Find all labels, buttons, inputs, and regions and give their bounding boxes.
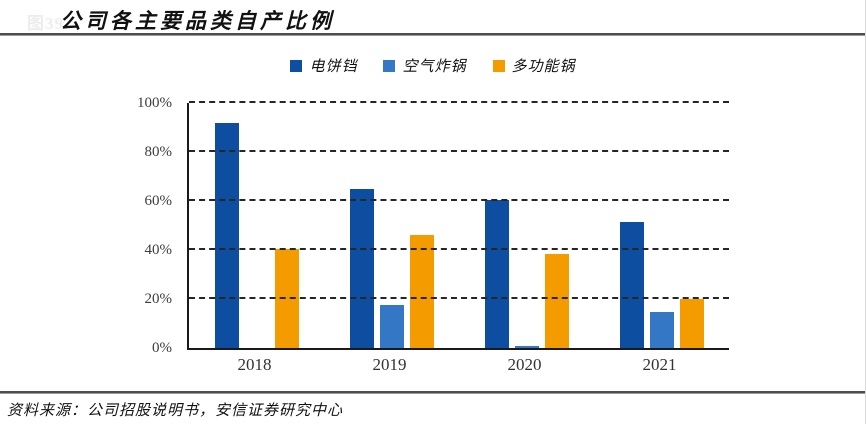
x-tick-label: 2021 — [642, 355, 677, 374]
x-tick-label: 2018 — [237, 355, 272, 374]
legend-item-1: 电饼铛 — [290, 55, 357, 76]
legend-item-3: 多功能锅 — [492, 55, 576, 76]
source-divider — [0, 391, 865, 394]
gridline — [189, 297, 729, 299]
gridline — [189, 199, 729, 201]
x-axis: 2018 2019 2020 2021 — [187, 355, 727, 375]
bar-series2-2019 — [379, 305, 404, 348]
chart-legend: 电饼铛 空气炸锅 多功能锅 — [0, 55, 865, 76]
page-title: 公司各主要品类自产比例 — [60, 9, 335, 33]
y-tick-label: 0% — [152, 340, 172, 356]
legend-swatch-icon — [290, 59, 303, 72]
y-tick-label: 100% — [137, 95, 172, 111]
source-text: 资料来源：公司招股说明书，安信证券研究中心 — [7, 403, 344, 419]
figure-number-label: 图39. — [27, 14, 70, 33]
bar-series1-2019 — [349, 188, 374, 348]
legend-swatch-icon — [492, 59, 505, 72]
bar-series2-2021 — [649, 312, 674, 348]
bar-group-2019 — [324, 103, 459, 348]
bar-series1-2018 — [214, 122, 239, 348]
y-tick-label: 80% — [144, 144, 173, 160]
y-axis: 0% 20% 40% 60% 80% 100% — [100, 95, 173, 356]
bar-series3-2020 — [544, 253, 569, 348]
legend-label: 多功能锅 — [511, 59, 576, 75]
legend-label: 电饼铛 — [309, 59, 358, 75]
gridline — [189, 248, 729, 250]
bar-group-2020 — [459, 103, 594, 348]
plot-area — [187, 101, 729, 350]
bar-series2-2020 — [514, 345, 539, 348]
y-tick-label: 40% — [144, 242, 173, 258]
title-divider — [0, 33, 865, 36]
legend-item-2: 空气炸锅 — [383, 55, 466, 76]
bar-series3-2021 — [679, 299, 704, 348]
bar-series1-2021 — [619, 221, 644, 348]
gridline — [189, 101, 729, 103]
y-tick-label: 20% — [144, 291, 173, 307]
x-tick-label: 2020 — [507, 355, 542, 374]
legend-swatch-icon — [383, 59, 396, 72]
bar-series1-2020 — [484, 199, 509, 348]
bar-group-2018 — [189, 103, 324, 348]
bar-series3-2019 — [409, 235, 434, 348]
y-tick-label: 60% — [144, 193, 173, 209]
bar-group-2021 — [594, 103, 729, 348]
legend-label: 空气炸锅 — [402, 59, 467, 75]
bar-groups — [189, 103, 729, 348]
x-tick-label: 2019 — [372, 355, 407, 374]
gridline — [189, 150, 729, 152]
